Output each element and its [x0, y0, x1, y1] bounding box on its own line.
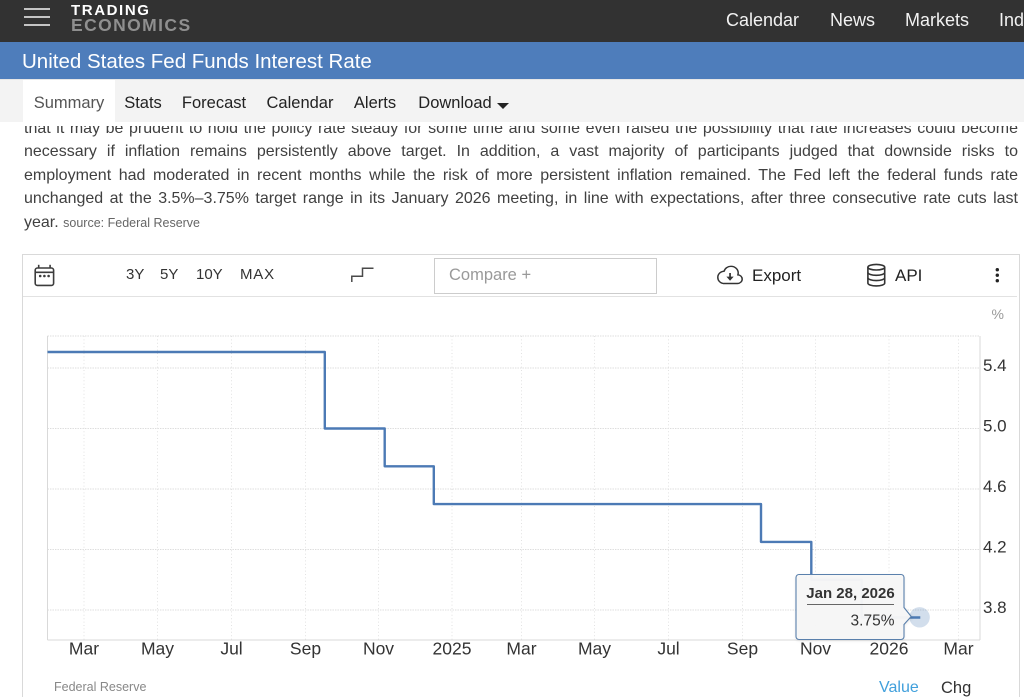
svg-text:Mar: Mar — [943, 639, 973, 659]
svg-text:Jan 28, 2026: Jan 28, 2026 — [806, 585, 894, 602]
svg-text:Jul: Jul — [220, 639, 242, 659]
svg-text:May: May — [578, 639, 611, 659]
svg-text:4.6: 4.6 — [983, 477, 1007, 496]
svg-text:3.8: 3.8 — [983, 598, 1007, 617]
svg-text:May: May — [141, 639, 174, 659]
svg-text:Mar: Mar — [69, 639, 99, 659]
svg-text:Sep: Sep — [727, 639, 758, 659]
svg-text:Nov: Nov — [800, 639, 831, 659]
svg-text:Jul: Jul — [657, 639, 679, 659]
svg-text:2025: 2025 — [433, 639, 472, 659]
svg-text:2026: 2026 — [870, 639, 909, 659]
svg-text:Nov: Nov — [363, 639, 394, 659]
svg-text:5.4: 5.4 — [983, 356, 1007, 375]
svg-text:4.2: 4.2 — [983, 538, 1007, 557]
svg-text:%: % — [992, 306, 1004, 322]
svg-text:Mar: Mar — [506, 639, 536, 659]
svg-text:3.75%: 3.75% — [851, 613, 895, 630]
svg-text:Sep: Sep — [290, 639, 321, 659]
svg-text:5.0: 5.0 — [983, 417, 1007, 436]
